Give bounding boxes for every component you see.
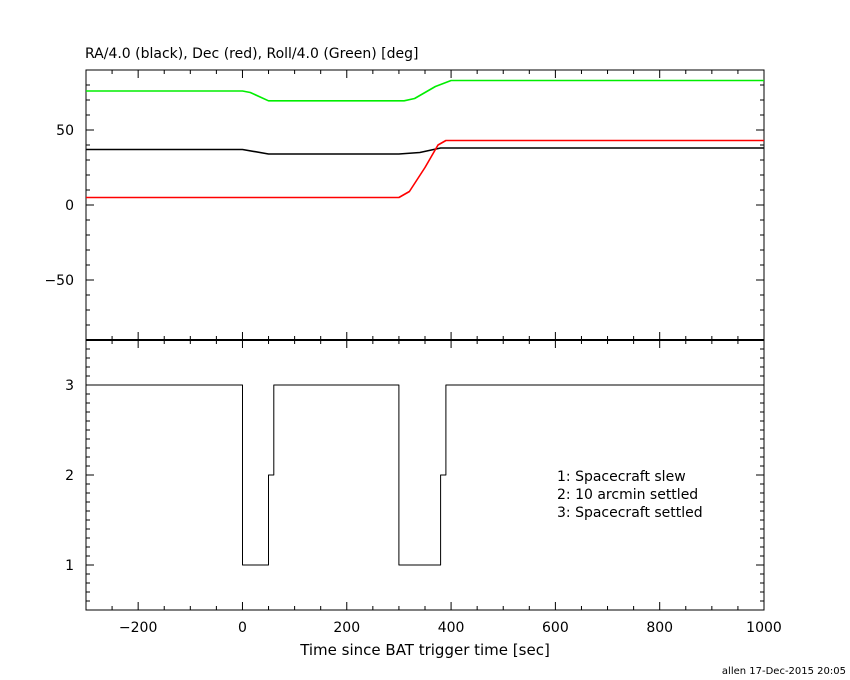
legend-item-1: 1: Spacecraft slew: [557, 469, 686, 485]
top-y-tick-labels: −50 0 50: [44, 123, 74, 289]
y-tick-label: 3: [65, 378, 74, 394]
x-tick-label: −200: [119, 620, 157, 636]
top-panel: −50 0 50: [44, 69, 765, 341]
series-ra-line: [86, 147, 764, 155]
top-plot-frame: [85, 69, 765, 341]
top-ticks: [85, 69, 765, 341]
x-tick-label: 0: [238, 620, 247, 636]
chart-title: RA/4.0 (black), Dec (red), Roll/4.0 (Gre…: [85, 46, 418, 62]
y-tick-label: 50: [56, 123, 74, 139]
y-tick-label: 0: [65, 198, 74, 214]
footer-stamp: allen 17-Dec-2015 20:05: [722, 666, 846, 677]
x-axis-label: Time since BAT trigger time [sec]: [299, 641, 550, 659]
bottom-y-tick-labels: 1 2 3: [65, 378, 74, 574]
series-dec-line: [86, 139, 764, 199]
legend-item-3: 3: Spacecraft settled: [557, 505, 703, 521]
bottom-panel: 1 2 3 1: Spacecraft slew 2: 10 arcmin sett…: [65, 339, 765, 611]
x-tick-labels: −200 0 200 400 600 800 1000: [119, 620, 782, 636]
x-tick-label: 400: [438, 620, 465, 636]
y-tick-label: 1: [65, 558, 74, 574]
y-tick-label: −50: [44, 273, 74, 289]
bottom-series-group: [86, 384, 764, 566]
x-tick-label: 600: [542, 620, 569, 636]
y-tick-label: 2: [65, 468, 74, 484]
series-state-line: [86, 384, 764, 566]
legend: 1: Spacecraft slew 2: 10 arcmin settled …: [557, 469, 703, 521]
top-series-group: [86, 79, 764, 199]
series-roll-line: [86, 79, 764, 102]
legend-item-2: 2: 10 arcmin settled: [557, 487, 698, 503]
x-tick-label: 800: [646, 620, 673, 636]
x-tick-label: 1000: [746, 620, 782, 636]
x-tick-label: 200: [333, 620, 360, 636]
